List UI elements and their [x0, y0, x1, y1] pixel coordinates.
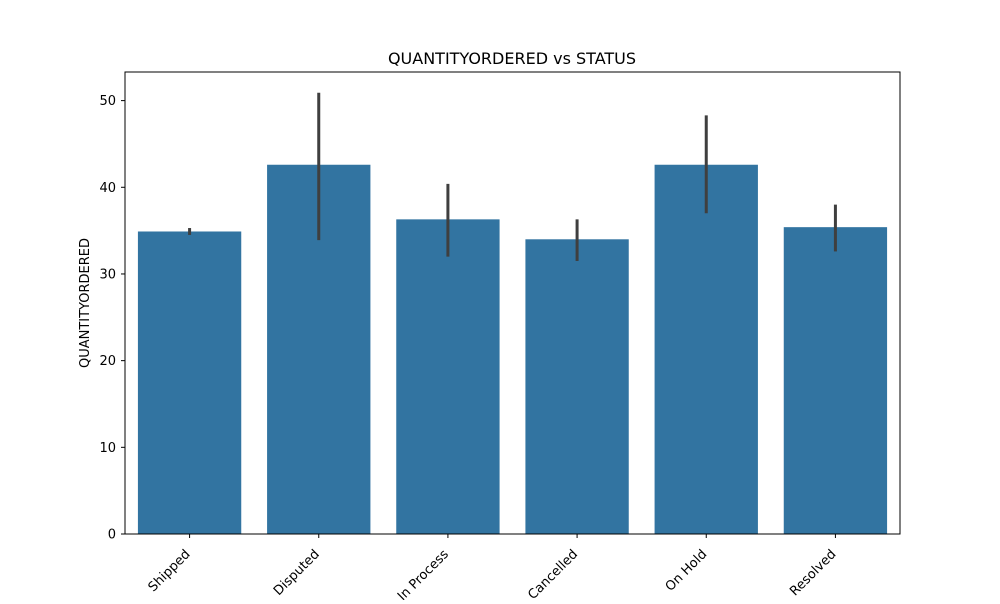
y-tick-label: 20 — [99, 354, 116, 369]
y-axis-label: QUANTITYORDERED — [78, 238, 93, 368]
bar-in-process — [396, 219, 499, 534]
y-tick-label: 0 — [108, 528, 116, 543]
bar-resolved — [784, 227, 887, 534]
bar-on-hold — [655, 165, 758, 534]
bars-layer — [138, 165, 887, 534]
y-tick-label: 30 — [99, 267, 116, 282]
y-tick-label: 40 — [99, 181, 116, 196]
x-tick-label: On Hold — [663, 547, 711, 595]
x-tick-label: In Process — [395, 547, 452, 600]
y-axis-ticks: 0 10 20 30 40 50 — [99, 94, 125, 542]
x-tick-label: Disputed — [271, 547, 323, 599]
bar-cancelled — [525, 239, 628, 534]
x-tick-label: Resolved — [787, 547, 839, 599]
x-tick-label: Shipped — [146, 547, 194, 595]
y-tick-label: 50 — [99, 94, 116, 109]
bar-shipped — [138, 231, 241, 534]
y-tick-label: 10 — [99, 441, 116, 456]
chart-title: QUANTITYORDERED vs STATUS — [388, 49, 636, 68]
x-axis-ticks: Shipped Disputed In Process Cancelled On Hol… — [146, 534, 840, 600]
x-tick-label: Cancelled — [525, 547, 581, 600]
